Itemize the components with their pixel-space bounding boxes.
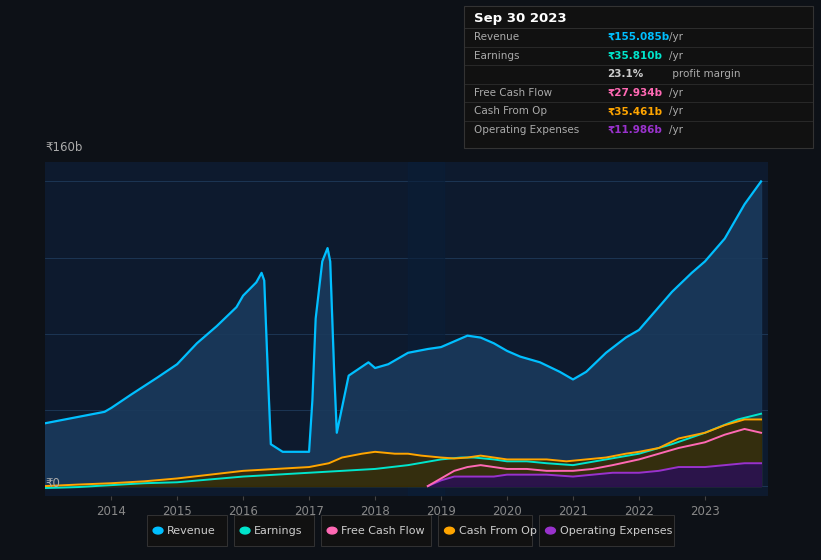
Text: ₹11.986b: ₹11.986b <box>608 125 663 135</box>
Text: Earnings: Earnings <box>474 51 519 61</box>
Text: Cash From Op: Cash From Op <box>474 106 547 116</box>
Text: /yr: /yr <box>669 88 683 98</box>
Text: ₹155.085b: ₹155.085b <box>608 32 670 42</box>
Text: profit margin: profit margin <box>669 69 741 80</box>
Text: ₹0: ₹0 <box>45 477 60 490</box>
Text: Free Cash Flow: Free Cash Flow <box>474 88 552 98</box>
Text: /yr: /yr <box>669 51 683 61</box>
Text: Revenue: Revenue <box>474 32 519 42</box>
Text: Operating Expenses: Operating Expenses <box>560 526 672 535</box>
Text: ₹160b: ₹160b <box>45 141 83 154</box>
Text: Operating Expenses: Operating Expenses <box>474 125 579 135</box>
Text: ₹35.810b: ₹35.810b <box>608 51 663 61</box>
Text: Revenue: Revenue <box>167 526 216 535</box>
Bar <box>408 162 444 496</box>
Text: Earnings: Earnings <box>255 526 303 535</box>
Text: /yr: /yr <box>669 32 683 42</box>
Text: /yr: /yr <box>669 106 683 116</box>
Text: ₹27.934b: ₹27.934b <box>608 88 663 98</box>
Text: /yr: /yr <box>669 125 683 135</box>
Text: 23.1%: 23.1% <box>608 69 644 80</box>
Text: Free Cash Flow: Free Cash Flow <box>342 526 424 535</box>
Text: ₹35.461b: ₹35.461b <box>608 106 663 116</box>
Text: Sep 30 2023: Sep 30 2023 <box>474 12 566 25</box>
Text: Cash From Op: Cash From Op <box>459 526 536 535</box>
